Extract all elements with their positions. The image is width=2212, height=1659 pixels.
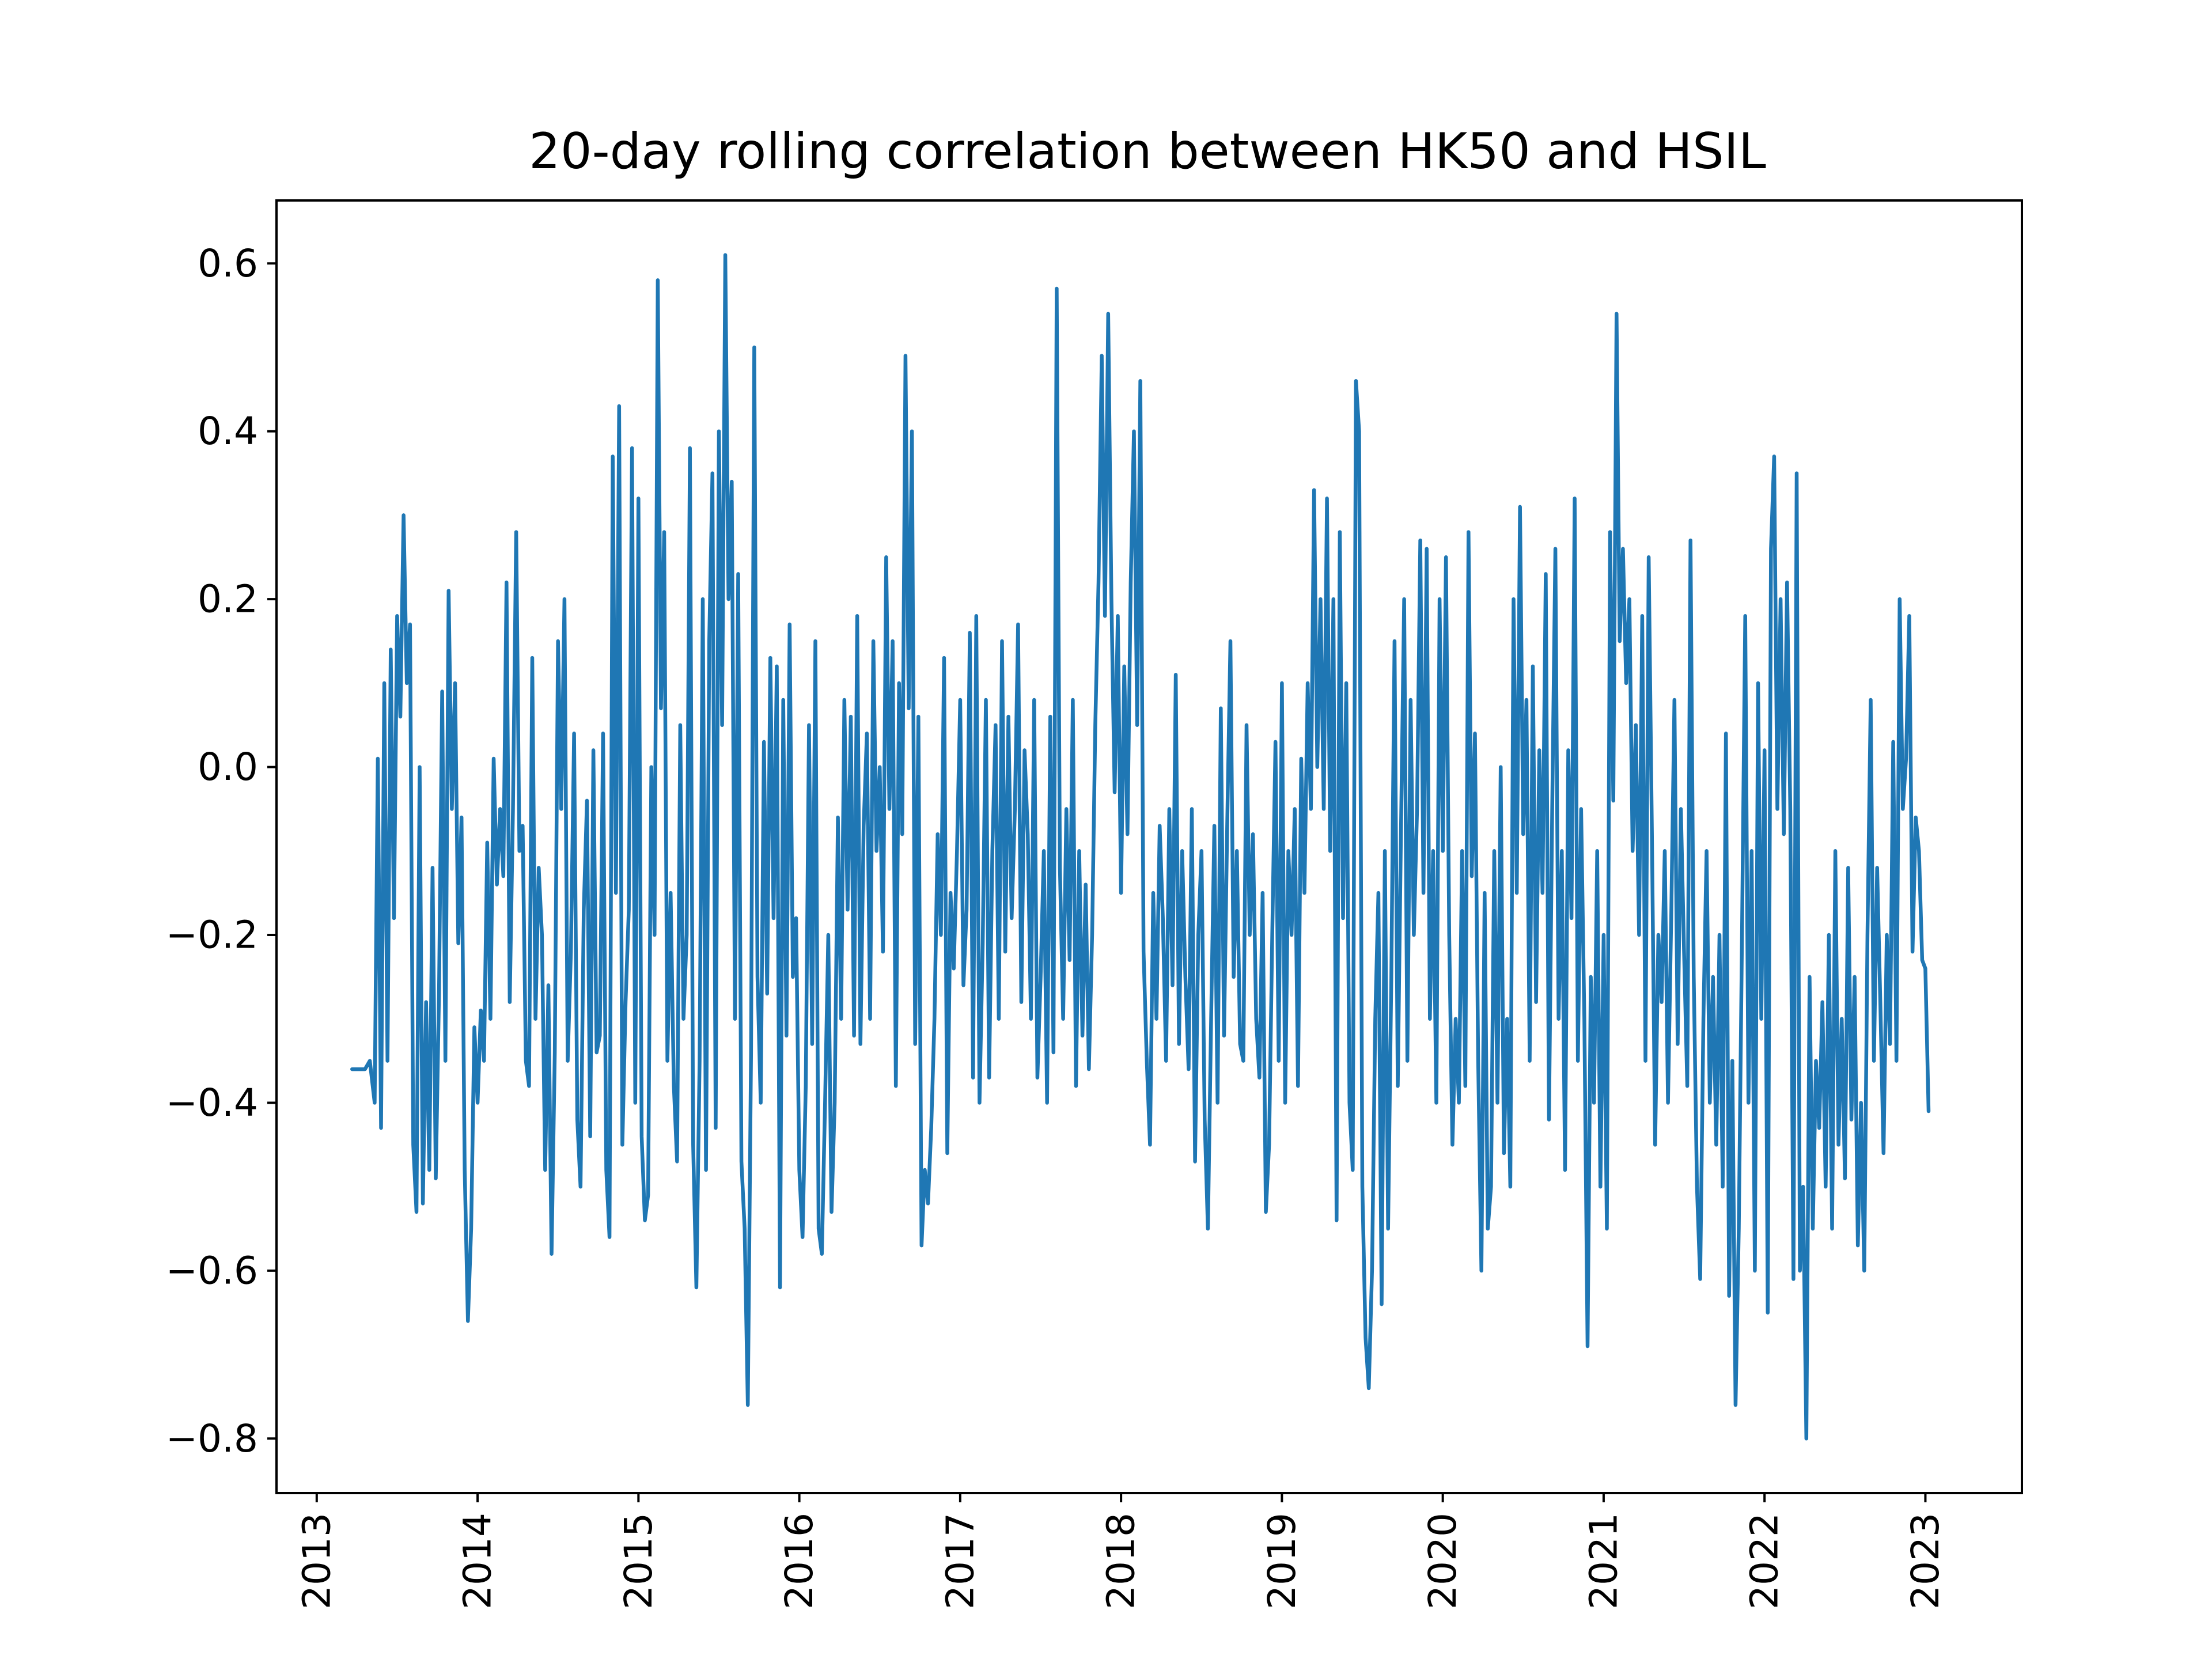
plot-area: [350, 253, 1931, 1441]
x-tick-label: 2022: [1743, 1513, 1787, 1609]
x-axis: 2013 2014 2015 2016 2017 2018 2019 2020 2021 2022…: [294, 1493, 1948, 1609]
correlation-series-line: [350, 253, 1931, 1441]
x-tick-label: 2016: [777, 1513, 821, 1609]
chart-title: 20-day rolling correlation between HK50 …: [529, 123, 1766, 180]
y-tick-label: −0.2: [166, 913, 258, 957]
y-tick-label: 0.0: [198, 745, 258, 789]
x-tick-label: 2014: [456, 1513, 500, 1609]
x-tick-label: 2017: [938, 1513, 982, 1609]
y-tick-label: −0.6: [166, 1248, 258, 1293]
x-tick-label: 2020: [1421, 1513, 1465, 1609]
y-tick-label: 0.2: [198, 577, 258, 622]
x-tick-label: 2023: [1903, 1513, 1948, 1609]
axes-frame: [275, 199, 2023, 1494]
y-tick-label: 0.4: [198, 409, 258, 453]
y-axis: −0.8 −0.6 −0.4 −0.2 0.0 0.2 0.4 0.6: [166, 241, 276, 1461]
x-tick-label: 2021: [1581, 1513, 1626, 1609]
x-tick-label: 2019: [1260, 1513, 1304, 1609]
y-tick-label: −0.8: [166, 1416, 258, 1461]
y-tick-label: 0.6: [198, 241, 258, 286]
x-tick-label: 2013: [294, 1513, 339, 1609]
x-tick-label: 2015: [616, 1513, 661, 1609]
x-tick-label: 2018: [1099, 1513, 1143, 1609]
y-tick-label: −0.4: [166, 1081, 258, 1125]
